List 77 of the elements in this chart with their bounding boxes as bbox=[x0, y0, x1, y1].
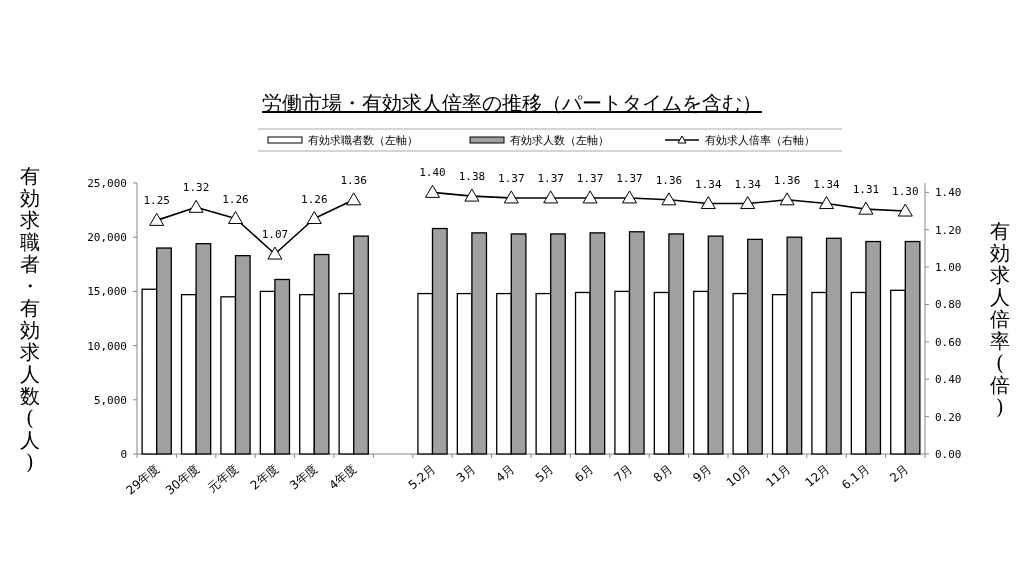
data-label: 1.32 bbox=[182, 181, 210, 195]
x-tick-label: 7月 bbox=[611, 461, 636, 485]
x-tick-label: 5.2月 bbox=[405, 461, 439, 493]
x-tick-label: 2年度 bbox=[247, 461, 281, 493]
y2-tick-label: 0.20 bbox=[935, 410, 962, 424]
data-label: 1.40 bbox=[419, 166, 446, 180]
legend-label: 有効求人倍率（右軸） bbox=[705, 134, 815, 147]
data-label: 1.26 bbox=[222, 192, 249, 206]
x-tick-label: 6.1月 bbox=[839, 461, 872, 493]
point bbox=[464, 188, 480, 202]
point bbox=[661, 192, 677, 206]
data-label: 1.07 bbox=[261, 228, 289, 242]
data-label: 1.34 bbox=[695, 177, 722, 191]
x-tick-label: 30年度 bbox=[162, 461, 203, 498]
point bbox=[425, 184, 440, 198]
point bbox=[346, 192, 362, 206]
legend-label: 有効求職者数（左軸） bbox=[308, 134, 418, 147]
x-tick-label: 29年度 bbox=[123, 461, 163, 498]
y2-tick-label: 1.00 bbox=[935, 261, 962, 275]
data-label: 1.30 bbox=[892, 185, 919, 199]
data-label: 1.37 bbox=[537, 171, 564, 185]
point bbox=[858, 201, 874, 215]
y2-tick-label: 0.60 bbox=[935, 335, 962, 349]
x-tick-label: 9月 bbox=[690, 461, 715, 485]
point bbox=[503, 190, 519, 204]
data-label: 1.37 bbox=[498, 171, 525, 185]
y-tick-label: 5,000 bbox=[93, 393, 127, 407]
x-tick-label: 10月 bbox=[723, 461, 754, 490]
point bbox=[819, 196, 834, 210]
x-tick-label: 12月 bbox=[802, 461, 833, 490]
data-label: 1.36 bbox=[773, 173, 801, 187]
chart-title: 労働市場・有効求人倍率の推移（パートタイムを含む） bbox=[262, 91, 762, 115]
data-label: 1.31 bbox=[852, 183, 880, 197]
x-tick-label: 2月 bbox=[887, 461, 912, 485]
y-tick-label: 10,000 bbox=[87, 339, 127, 353]
data-label: 1.26 bbox=[301, 192, 328, 206]
point bbox=[740, 196, 756, 210]
point bbox=[188, 199, 204, 213]
data-label: 1.34 bbox=[813, 177, 841, 191]
y2-tick-label: 0.40 bbox=[935, 373, 962, 387]
data-label: 1.36 bbox=[340, 173, 367, 187]
x-tick-label: 3月 bbox=[453, 461, 478, 485]
point bbox=[228, 211, 243, 225]
x-tick-label: 11月 bbox=[763, 461, 794, 490]
text: 有効求職者・有効求人数(人) bbox=[20, 163, 40, 474]
x-tick-label: 6月 bbox=[571, 461, 597, 485]
x-tick-label: 元年度 bbox=[204, 461, 242, 496]
x-tick-label: 3年度 bbox=[286, 461, 321, 493]
y2-tick-label: 1.40 bbox=[935, 186, 962, 200]
point bbox=[700, 196, 716, 210]
point bbox=[779, 192, 795, 206]
point bbox=[149, 212, 165, 226]
x-tick-label: 4年度 bbox=[326, 461, 360, 493]
data-label: 1.25 bbox=[143, 194, 170, 208]
legend-label: 有効求人数（左軸） bbox=[510, 134, 609, 147]
point bbox=[897, 203, 913, 217]
x-tick-label: 8月 bbox=[650, 461, 675, 485]
data-label: 1.37 bbox=[576, 171, 604, 185]
y2-tick-label: 0.80 bbox=[935, 298, 962, 312]
y-tick-label: 15,000 bbox=[87, 285, 127, 299]
y2-tick-label: 1.20 bbox=[935, 223, 962, 237]
point bbox=[582, 190, 598, 204]
point bbox=[543, 190, 559, 204]
y-tick-label: 0 bbox=[120, 448, 127, 461]
point bbox=[622, 190, 637, 204]
data-label: 1.36 bbox=[655, 173, 683, 187]
data-label: 1.37 bbox=[616, 171, 643, 185]
x-tick-label: 5月 bbox=[532, 461, 557, 485]
data-label: 1.38 bbox=[458, 170, 486, 184]
point bbox=[306, 211, 322, 225]
text: 有効求人倍率(倍) bbox=[990, 218, 1010, 419]
y-tick-label: 25,000 bbox=[87, 177, 127, 190]
y-tick-label: 20,000 bbox=[87, 231, 127, 245]
x-tick-label: 4月 bbox=[493, 461, 518, 485]
data-label: 1.34 bbox=[734, 177, 762, 191]
point bbox=[267, 246, 283, 260]
y2-tick-label: 0.00 bbox=[935, 448, 962, 461]
